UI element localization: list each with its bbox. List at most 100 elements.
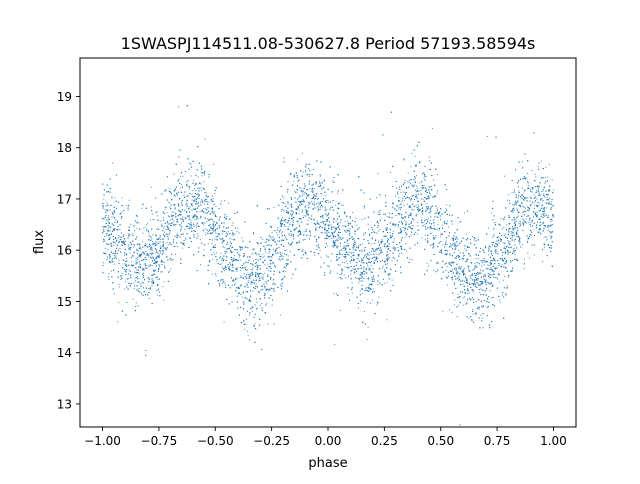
data-point	[252, 260, 254, 262]
data-point	[425, 206, 427, 208]
data-point	[281, 231, 283, 233]
data-point	[477, 274, 479, 276]
data-point	[528, 222, 530, 224]
data-point	[336, 227, 338, 229]
data-point	[230, 264, 232, 266]
data-point	[519, 225, 521, 227]
data-point	[473, 239, 475, 241]
data-point	[264, 264, 266, 266]
data-point	[378, 230, 380, 232]
data-point	[485, 247, 487, 249]
data-point	[152, 252, 154, 254]
data-point	[301, 191, 303, 193]
data-point	[490, 250, 492, 252]
data-point	[251, 254, 253, 256]
data-point	[326, 245, 328, 247]
data-point	[135, 258, 137, 260]
data-point	[227, 226, 229, 228]
data-point	[335, 293, 337, 295]
data-point	[238, 232, 240, 234]
data-point	[398, 200, 400, 202]
data-point	[171, 211, 173, 213]
data-point	[417, 200, 419, 202]
data-point	[482, 307, 484, 309]
data-point	[552, 189, 554, 191]
data-point	[457, 293, 459, 295]
data-point	[233, 270, 235, 272]
data-point	[531, 234, 533, 236]
data-point	[397, 246, 399, 248]
data-point	[501, 228, 503, 230]
data-point	[423, 177, 425, 179]
data-point	[205, 212, 207, 214]
data-point	[216, 252, 218, 254]
data-point	[156, 241, 158, 243]
data-point	[104, 253, 106, 255]
data-point	[174, 246, 176, 248]
data-point	[184, 228, 186, 230]
data-point	[492, 257, 494, 259]
data-point	[307, 205, 309, 207]
data-point	[514, 204, 516, 206]
data-point	[296, 159, 298, 161]
data-point	[518, 211, 520, 213]
data-point	[503, 247, 505, 249]
data-point	[525, 211, 527, 213]
data-point	[299, 218, 301, 220]
data-point	[123, 233, 125, 235]
data-point	[465, 233, 467, 235]
data-point	[271, 231, 273, 233]
data-point	[546, 196, 548, 198]
data-point	[306, 214, 308, 216]
data-point	[204, 192, 206, 194]
data-point	[336, 254, 338, 256]
data-point	[342, 261, 344, 263]
data-point	[122, 242, 124, 244]
data-point	[183, 244, 185, 246]
data-point	[338, 253, 340, 255]
data-point	[200, 183, 202, 185]
data-point	[239, 255, 241, 256]
data-point	[188, 219, 190, 221]
data-point	[221, 263, 223, 265]
data-point	[245, 266, 247, 268]
data-point	[125, 258, 127, 260]
data-point	[143, 263, 145, 265]
data-point	[408, 197, 410, 199]
data-point	[114, 197, 116, 199]
data-point	[288, 228, 290, 230]
data-point	[139, 244, 141, 246]
data-point	[385, 258, 387, 260]
data-point	[374, 250, 376, 252]
data-point	[494, 244, 496, 246]
data-point	[205, 208, 207, 210]
data-point	[387, 255, 389, 257]
data-point	[496, 245, 498, 247]
data-point	[212, 258, 214, 260]
data-point	[249, 314, 251, 316]
data-point	[350, 262, 352, 264]
data-point	[436, 174, 438, 176]
data-point	[246, 246, 248, 248]
data-point	[264, 272, 266, 274]
data-point	[277, 240, 279, 242]
data-point	[408, 206, 410, 208]
data-point	[446, 223, 448, 225]
data-point	[410, 213, 412, 215]
data-point	[352, 268, 354, 270]
data-point	[152, 241, 154, 243]
data-point	[112, 214, 114, 216]
data-point	[347, 220, 349, 222]
data-point	[319, 181, 321, 183]
data-point	[405, 222, 407, 224]
data-point	[154, 261, 156, 263]
data-point	[430, 194, 432, 196]
data-point	[203, 249, 205, 251]
data-point	[410, 212, 412, 214]
data-point	[108, 227, 110, 229]
data-point	[521, 243, 523, 245]
data-point	[373, 242, 375, 244]
data-point	[342, 269, 344, 271]
data-point	[279, 230, 281, 232]
data-point	[377, 226, 379, 228]
